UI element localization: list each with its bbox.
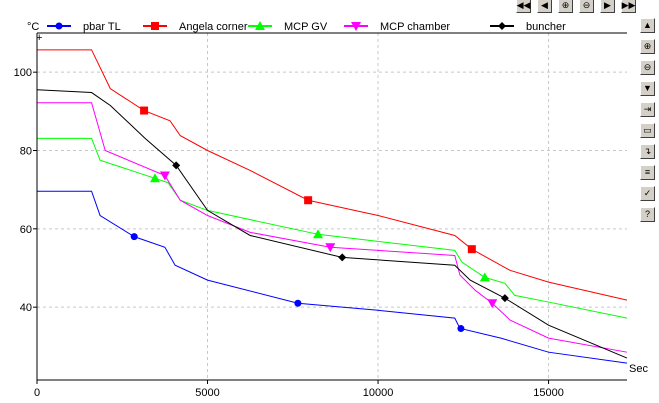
legend-label: MCP GV	[284, 21, 328, 33]
legend-item: MCP chamber	[344, 21, 450, 33]
y-tick-label: 40	[20, 302, 32, 314]
y-tick-label: 100	[14, 67, 32, 79]
series-buncher	[36, 89, 628, 359]
series-colors-button[interactable]: ≡	[640, 165, 655, 180]
prev-page-button[interactable]: ◀	[537, 0, 552, 13]
data-point-circle	[55, 22, 63, 30]
legend-label: buncher	[526, 21, 566, 33]
zoom-in-button[interactable]: ⊕	[558, 0, 573, 13]
data-point-triangle	[487, 299, 498, 309]
grid	[37, 33, 627, 380]
right-arrow-icon: ▶	[604, 0, 611, 10]
data-point-triangle	[255, 21, 265, 30]
data-point-triangle	[351, 22, 361, 31]
zoom-out-button[interactable]: ⊖	[640, 60, 655, 75]
scroll-up-button[interactable]: ▲	[640, 18, 655, 33]
legend-item: buncher	[490, 21, 566, 33]
series-mcp-chamber	[37, 102, 628, 353]
y-axis-label: °C	[27, 21, 39, 33]
check-icon: ✓	[643, 188, 652, 198]
x-axis-label: Sec	[629, 363, 648, 375]
help-icon: ?	[644, 209, 650, 219]
save-button[interactable]: ▭	[640, 123, 655, 138]
zoom-out-button[interactable]: ⊖	[579, 0, 594, 13]
zoom-in-icon: ⊕	[561, 0, 570, 10]
data-point-triangle	[159, 171, 170, 181]
zoom-in-button[interactable]: ⊕	[640, 39, 655, 54]
y-tick-label: 60	[20, 224, 32, 236]
series-pbar-tl	[37, 190, 628, 364]
data-point-triangle	[325, 243, 336, 253]
x-tick-label: 10000	[363, 387, 394, 399]
data-point-circle	[457, 325, 465, 333]
y-tick-label: 80	[20, 145, 32, 157]
left-arrow-icon: ◀	[541, 0, 548, 10]
zoom-in-icon: ⊕	[643, 41, 652, 51]
data-point-circle	[130, 233, 138, 241]
x-tick-label: 5000	[195, 387, 219, 399]
series-mcp-gv	[37, 137, 628, 319]
data-point-diamond	[498, 22, 506, 30]
copy-button[interactable]: ↴	[640, 144, 655, 159]
series-line	[37, 49, 628, 301]
data-point-diamond	[500, 294, 509, 303]
save-icon: ▭	[643, 125, 652, 135]
zoom-out-icon: ⊖	[643, 62, 652, 72]
x-tick-label: 0	[34, 387, 40, 399]
data-point-square	[467, 245, 476, 254]
export-button[interactable]: ⇥	[640, 102, 655, 117]
apply-button[interactable]: ✓	[640, 186, 655, 201]
data-point-triangle	[313, 229, 324, 239]
data-point-triangle	[150, 173, 160, 183]
scroll-down-button[interactable]: ▼	[640, 81, 655, 96]
data-point-square	[140, 106, 149, 115]
data-point-square	[151, 22, 159, 30]
series-line	[36, 89, 628, 359]
legend-label: Angela corner	[179, 21, 248, 33]
export-icon: ⇥	[643, 104, 652, 114]
data-point-diamond	[172, 161, 181, 170]
data-point-square	[304, 196, 313, 205]
series-line	[37, 190, 628, 364]
legend-item: MCP GV	[248, 21, 328, 33]
up-arrow-icon: ▲	[643, 20, 652, 30]
data-point-diamond	[338, 253, 347, 262]
legend-label: MCP chamber	[380, 21, 450, 33]
legend-item: pbar TL	[47, 21, 121, 33]
down-arrow-icon: ▼	[643, 83, 652, 93]
copy-icon: ↴	[643, 146, 652, 156]
double-left-arrow-icon: ◀◀	[516, 0, 531, 10]
series-angela-corner	[37, 49, 628, 301]
first-page-button[interactable]: ◀◀	[516, 0, 531, 13]
legend-label: pbar TL	[83, 21, 121, 33]
zoom-origin-marker: +	[36, 32, 42, 44]
legend-item: Angela corner	[143, 21, 248, 33]
data-point-circle	[294, 299, 302, 307]
series-line	[37, 137, 628, 319]
zoom-out-icon: ⊖	[582, 0, 591, 10]
data-point-triangle	[479, 272, 490, 282]
next-page-button[interactable]: ▶	[600, 0, 615, 13]
legend: pbar TL Angela corner MCP GV MCP chamber bun…	[47, 21, 566, 33]
series-line	[37, 102, 628, 353]
x-tick-label: 15000	[533, 387, 564, 399]
last-page-button[interactable]: ▶▶	[621, 0, 636, 13]
double-right-arrow-icon: ▶▶	[621, 0, 636, 10]
colors-icon: ≡	[644, 167, 651, 177]
help-button[interactable]: ?	[640, 207, 655, 222]
